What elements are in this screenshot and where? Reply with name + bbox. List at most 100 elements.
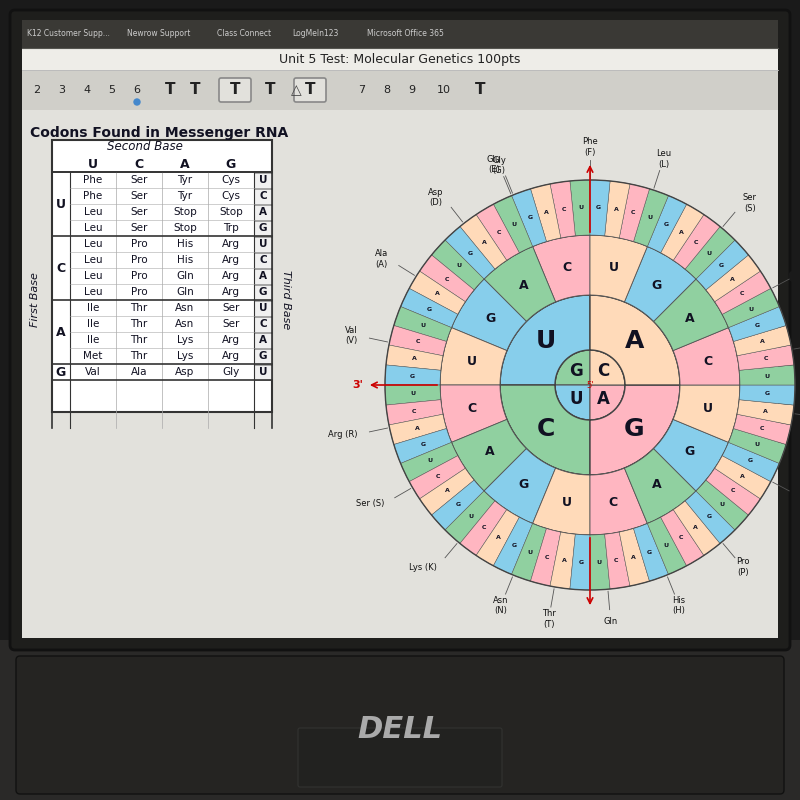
Text: U: U [765,374,770,378]
Text: G: G [685,445,695,458]
Text: Ala: Ala [130,367,147,377]
Text: Third Base: Third Base [281,270,291,330]
Text: A: A [415,426,420,430]
Text: Pro: Pro [130,287,147,297]
Text: U: U [647,215,652,220]
Text: Leu
(L): Leu (L) [656,149,671,169]
Polygon shape [619,184,650,242]
Text: 10: 10 [437,85,451,95]
Text: Stop: Stop [219,207,243,217]
Polygon shape [722,288,779,327]
Polygon shape [401,288,458,327]
Polygon shape [500,385,590,475]
Text: A: A [496,534,501,540]
Text: G: G [528,215,533,220]
Text: U: U [511,222,517,227]
Text: U: U [88,158,98,170]
Text: A: A [482,240,486,245]
Text: Thr: Thr [130,351,148,361]
Text: 6: 6 [134,85,141,95]
Text: A: A [486,445,495,458]
Text: Leu: Leu [84,223,102,233]
Text: Gln: Gln [176,287,194,297]
Text: Val: Val [85,367,101,377]
Polygon shape [460,501,506,555]
Text: Asn: Asn [175,303,194,313]
Text: U: U [536,329,556,353]
Text: G: G [518,478,529,491]
Text: His: His [177,255,193,265]
Text: C: C [497,230,501,235]
Polygon shape [590,468,647,535]
FancyBboxPatch shape [22,70,778,110]
Text: G: G [427,306,432,312]
Text: C: C [482,525,486,530]
Text: First Base: First Base [30,273,40,327]
Text: A: A [518,278,528,292]
Text: Class Connect: Class Connect [217,30,271,38]
Text: A: A [180,158,190,170]
Text: Ser: Ser [130,207,148,217]
Text: Newrow Support: Newrow Support [127,30,190,38]
Text: A: A [625,329,644,353]
Text: A: A [760,339,765,344]
Text: Ile: Ile [87,319,99,329]
Polygon shape [634,189,669,246]
Polygon shape [570,534,590,590]
FancyBboxPatch shape [254,269,272,283]
Polygon shape [451,419,526,491]
Text: Lys: Lys [177,351,193,361]
Text: Ser: Ser [222,319,240,329]
Text: A: A [614,207,618,212]
Polygon shape [619,529,650,586]
Text: Stop: Stop [173,223,197,233]
Text: C: C [468,402,477,415]
Text: G: G [485,312,495,325]
FancyBboxPatch shape [254,333,272,347]
Text: U: U [528,550,533,554]
Text: His: His [177,239,193,249]
Text: C: C [562,207,566,212]
Text: U: U [258,175,267,185]
Text: C: C [730,488,735,494]
Text: G: G [258,287,267,297]
Polygon shape [550,532,575,589]
Text: G: G [596,206,602,210]
Text: Asn
(N): Asn (N) [493,596,509,615]
FancyBboxPatch shape [10,10,790,650]
Text: 3': 3' [352,380,363,390]
Text: G: G [511,543,517,548]
Polygon shape [419,468,474,515]
Text: U: U [702,402,713,415]
Polygon shape [674,214,720,269]
Text: T: T [265,82,275,98]
FancyBboxPatch shape [294,78,326,102]
FancyBboxPatch shape [254,173,272,187]
Text: 8: 8 [383,85,390,95]
Polygon shape [737,400,794,425]
Polygon shape [386,345,443,370]
Text: G: G [468,251,474,256]
Polygon shape [734,414,791,445]
Text: Microsoft Office 365: Microsoft Office 365 [367,30,444,38]
Text: 2: 2 [34,85,41,95]
Text: Gln: Gln [176,271,194,281]
Text: A: A [259,207,267,217]
Text: Thr: Thr [130,335,148,345]
Text: Pro: Pro [130,255,147,265]
Polygon shape [394,429,451,463]
Text: Thr: Thr [130,319,148,329]
Text: T: T [190,82,200,98]
Text: Stop: Stop [173,207,197,217]
Polygon shape [590,534,610,590]
Text: Ala
(A): Ala (A) [375,250,388,269]
Text: U: U [570,390,583,408]
Text: U: U [427,458,432,463]
Text: Tyr: Tyr [178,175,193,185]
Text: U: U [578,206,584,210]
Polygon shape [634,523,669,581]
Polygon shape [511,523,546,581]
Polygon shape [440,385,507,442]
Text: C: C [537,417,555,441]
Text: Phe: Phe [83,191,102,201]
